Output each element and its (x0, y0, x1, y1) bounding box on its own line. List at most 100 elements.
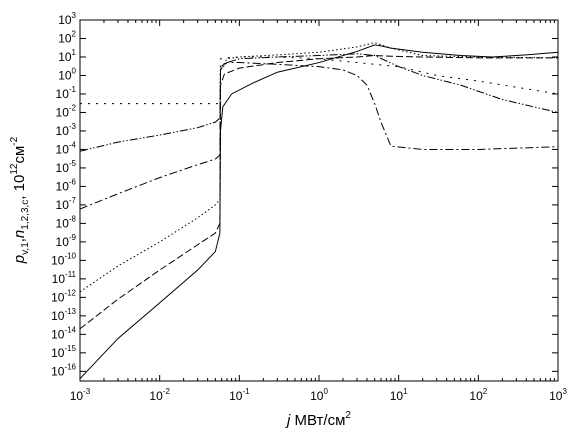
y-tick-base: 10 (56, 87, 70, 101)
y-tick-label: 10-14 (51, 325, 76, 341)
y-tick-exp: -16 (64, 362, 76, 371)
y-tick-base: 10 (56, 179, 70, 193)
x-tick-exp: 0 (323, 387, 328, 396)
y-tick-label: 10-2 (56, 103, 77, 119)
y-axis-title-rest: , 10 (11, 175, 28, 200)
y-tick-exp: 0 (72, 66, 77, 75)
x-tick-labels: 10-3 10-2 10-1 100 101 102 103 (70, 387, 568, 403)
series-line-6 (80, 56, 559, 105)
x-tick-exp: -3 (83, 387, 91, 396)
y-tick-exp: 3 (72, 11, 77, 20)
x-tick-exp: -2 (163, 387, 171, 396)
series-line-3 (79, 42, 559, 293)
y-tick-base: 10 (51, 346, 65, 360)
x-tick-exp: 1 (403, 387, 408, 396)
y-tick-exp: -7 (69, 196, 77, 205)
y-tick-label: 102 (58, 29, 76, 45)
y-tick-base: 10 (51, 364, 65, 378)
y-tick-base: 10 (56, 161, 70, 175)
x-axis-title: j МВт/см2 (285, 410, 351, 429)
x-tick-label: 10-1 (229, 387, 250, 403)
y-tick-label: 10-5 (56, 159, 77, 175)
y-tick-label: 10-1 (56, 85, 77, 101)
y-tick-label: 10-4 (56, 140, 77, 156)
y-tick-base: 10 (51, 290, 65, 304)
y-tick-base: 10 (58, 50, 72, 64)
x-axis-title-sup: 2 (345, 410, 351, 421)
y-tick-label: 103 (58, 11, 76, 27)
y-tick-base: 10 (56, 198, 70, 212)
x-tick-base: 10 (149, 389, 163, 403)
y-tick-base: 10 (56, 142, 70, 156)
y-tick-exp: -9 (69, 233, 77, 242)
x-tick-base: 10 (229, 389, 243, 403)
x-tick-exp: 3 (562, 387, 567, 396)
y-tick-label: 10-8 (56, 214, 77, 230)
y-tick-exp: -6 (69, 177, 77, 186)
y-axis-title-sep: , (11, 238, 28, 242)
y-axis-title-sup1: 12 (9, 163, 20, 175)
y-tick-base: 10 (51, 327, 65, 341)
y-tick-exp: -12 (64, 288, 76, 297)
y-tick-base: 10 (56, 216, 70, 230)
x-axis-title-var: j (285, 412, 291, 429)
series-line-5 (79, 53, 559, 152)
y-axis-title-sup2: -2 (9, 136, 20, 145)
series-line-2 (79, 55, 558, 330)
x-tick-label: 103 (549, 387, 567, 403)
y-tick-exp: -14 (64, 325, 76, 334)
y-tick-label: 10-11 (52, 270, 77, 286)
y-tick-exp: -2 (69, 103, 77, 112)
y-tick-labels: 10310210110010-110-210-310-410-510-610-7… (51, 11, 76, 378)
y-tick-label: 10-10 (51, 251, 76, 267)
y-tick-base: 10 (58, 31, 72, 45)
y-tick-base: 10 (58, 13, 72, 27)
y-tick-exp: -13 (64, 307, 76, 316)
x-tick-base: 10 (469, 389, 483, 403)
y-tick-base: 10 (52, 272, 66, 286)
y-tick-exp: 2 (72, 29, 77, 38)
series-line-1 (79, 44, 559, 380)
series-line-4 (79, 62, 559, 210)
y-tick-label: 10-13 (51, 307, 76, 323)
y-tick-exp: -11 (65, 270, 77, 279)
x-tick-base: 10 (390, 389, 404, 403)
x-tick-base: 10 (70, 389, 84, 403)
y-axis-title-n-sub: 1,2,3,c (20, 200, 31, 230)
x-tick-base: 10 (549, 389, 563, 403)
x-tick-label: 10-3 (70, 387, 91, 403)
y-tick-exp: -1 (69, 85, 77, 94)
y-tick-label: 10-3 (56, 122, 77, 138)
x-tick-label: 100 (310, 387, 328, 403)
y-tick-base: 10 (56, 235, 70, 249)
y-axis-title-n: n (11, 230, 28, 238)
y-tick-exp: -8 (69, 214, 77, 223)
y-tick-exp: -15 (64, 344, 76, 353)
series-group (79, 42, 559, 380)
y-tick-label: 10-6 (56, 177, 77, 193)
x-axis-title-unit: МВт/см (290, 412, 345, 429)
x-tick-exp: -1 (242, 387, 250, 396)
ticks-group (79, 19, 559, 381)
y-tick-label: 100 (58, 66, 76, 82)
y-tick-exp: -3 (69, 122, 77, 131)
y-tick-label: 101 (58, 48, 76, 64)
x-tick-exp: 2 (483, 387, 488, 396)
y-tick-base: 10 (56, 105, 70, 119)
y-tick-base: 10 (51, 253, 65, 267)
y-tick-base: 10 (51, 309, 65, 323)
y-tick-base: 10 (58, 68, 72, 82)
y-tick-label: 10-16 (51, 362, 76, 378)
y-tick-label: 10-9 (56, 233, 77, 249)
y-tick-exp: -5 (69, 159, 77, 168)
y-tick-base: 10 (56, 124, 70, 138)
x-tick-base: 10 (310, 389, 324, 403)
y-axis-title: pv,1,n1,2,3,c, 1012см-2 (9, 136, 31, 264)
y-axis-title-unit: см (11, 146, 28, 164)
y-tick-exp: -4 (69, 140, 77, 149)
y-tick-exp: -10 (64, 251, 76, 260)
y-tick-label: 10-7 (56, 196, 77, 212)
x-tick-label: 101 (390, 387, 408, 403)
y-axis-title-p-sub: v,1 (20, 242, 31, 255)
